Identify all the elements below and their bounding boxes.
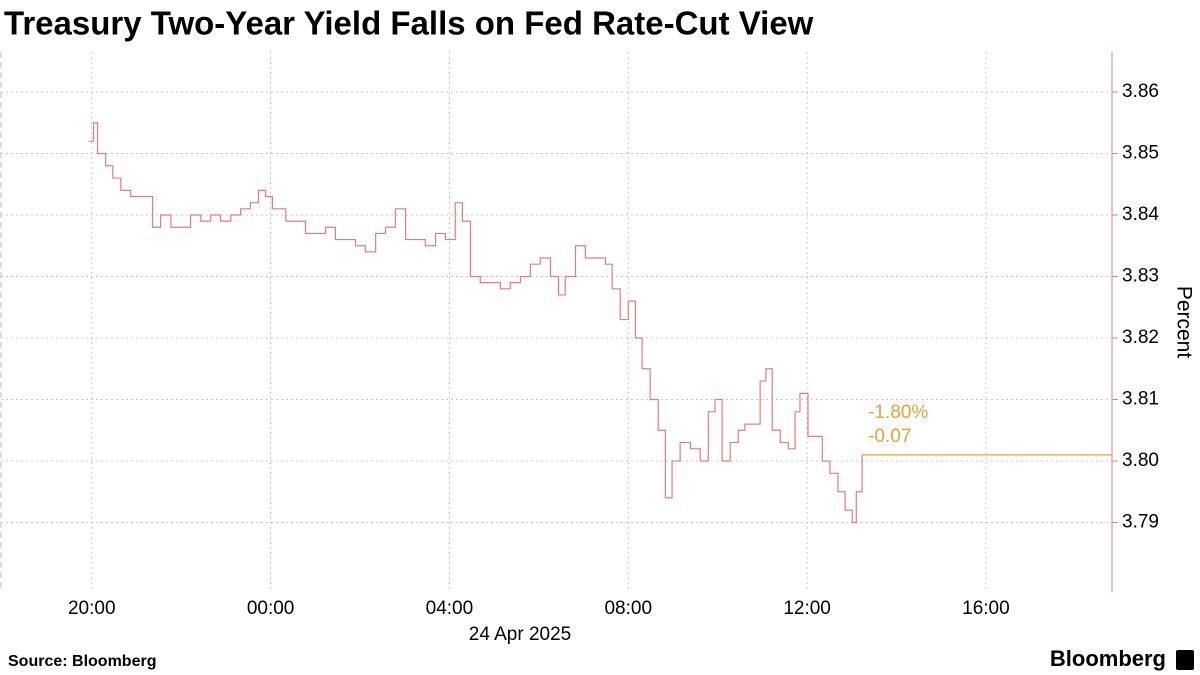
y-tick-label: 3.83 xyxy=(1122,266,1159,287)
source: Source: Bloomberg xyxy=(8,653,156,670)
y-tick-label: 3.84 xyxy=(1122,204,1159,225)
y-tick-label: 3.79 xyxy=(1122,512,1159,533)
x-tick-label: 04:00 xyxy=(426,598,474,619)
x-date-label: 24 Apr 2025 xyxy=(469,624,571,645)
brand-icon xyxy=(1176,650,1194,670)
x-tick-label: 00:00 xyxy=(247,598,295,619)
y-tick-label: 3.80 xyxy=(1122,450,1159,471)
chart-title: Treasury Two-Year Yield Falls on Fed Rat… xyxy=(4,5,814,42)
line-series xyxy=(88,122,863,524)
annotation: -1.80% xyxy=(868,402,928,423)
x-tick-label: 08:00 xyxy=(604,598,652,619)
y-tick-label: 3.82 xyxy=(1122,327,1159,348)
y-tick-label: 3.85 xyxy=(1122,142,1159,163)
annotation: -0.07 xyxy=(868,426,911,447)
x-tick-label: 16:00 xyxy=(962,598,1010,619)
brand: Bloomberg xyxy=(1050,646,1166,671)
y-tick-label: 3.81 xyxy=(1122,389,1159,410)
y-axis-label: Percent xyxy=(1172,286,1195,359)
x-tick-label: 12:00 xyxy=(783,598,831,619)
y-tick-label: 3.86 xyxy=(1122,81,1159,102)
x-tick-label: 20:00 xyxy=(68,598,116,619)
